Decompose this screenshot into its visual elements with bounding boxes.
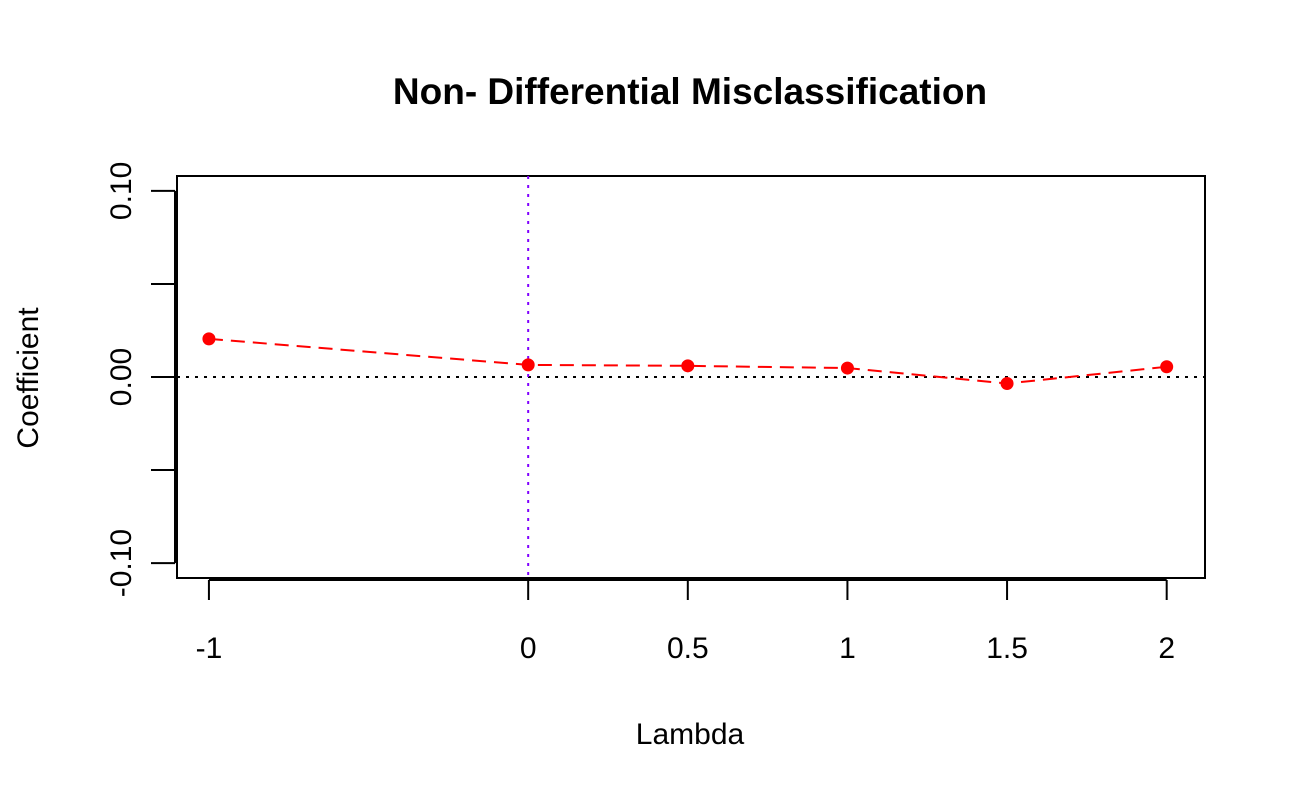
- x-tick-label: 0.5: [667, 632, 709, 665]
- y-axis-label: Coefficient: [12, 307, 45, 449]
- plot-area: -1 0 0.5 1 1.5 2 -0.10 0.00 0.10: [105, 162, 1206, 665]
- y-tick-label: -0.10: [105, 529, 138, 597]
- x-tick-label: 1: [839, 632, 856, 665]
- chart-title: Non- Differential Misclassification: [393, 71, 987, 112]
- x-axis-label: Lambda: [636, 718, 745, 751]
- data-point: [202, 332, 216, 346]
- data-point: [1160, 360, 1174, 374]
- x-tick-label: 0: [520, 632, 537, 665]
- x-tick-label: -1: [196, 632, 223, 665]
- x-tick-label: 2: [1158, 632, 1175, 665]
- x-tick-label: 1.5: [986, 632, 1028, 665]
- data-point: [840, 361, 854, 375]
- y-tick-label: 0.00: [105, 348, 138, 406]
- data-point: [1000, 377, 1014, 391]
- data-point: [521, 358, 535, 372]
- data-point: [681, 359, 695, 373]
- y-tick-label: 0.10: [105, 162, 138, 220]
- series-line: [208, 337, 1167, 385]
